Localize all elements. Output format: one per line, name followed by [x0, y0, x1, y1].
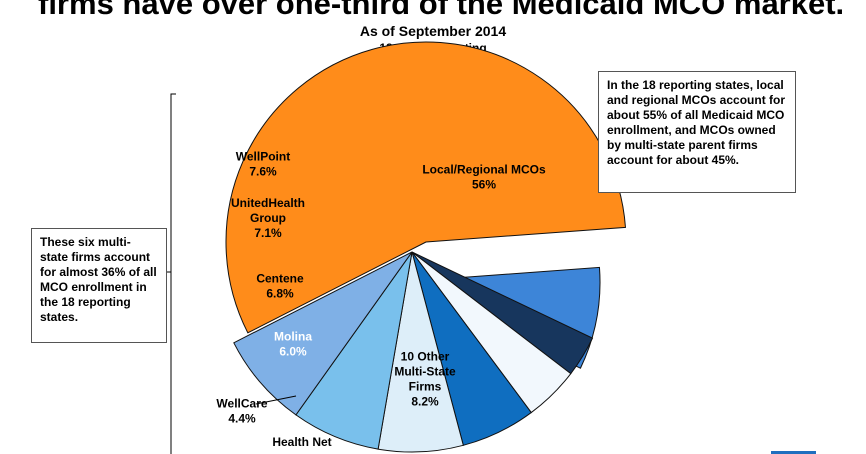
slice-label-local-regional-mcos: Local/Regional MCOs 56% [422, 163, 546, 192]
slice-label-molina: Molina 6.0% [274, 330, 312, 359]
note-right: In the 18 reporting states, local and re… [598, 71, 796, 193]
slice-label-unitedhealth-group: UnitedHealth Group 7.1% [231, 196, 305, 240]
slice-label-wellcare: WellCare 4.4% [216, 397, 267, 426]
corner-accent [771, 451, 816, 454]
pie-slices [225, 41, 627, 453]
pie-slice-wellpoint [233, 251, 413, 416]
chart-title: As of September 2014 [359, 23, 507, 39]
headline: firms have over one-third of the Medicai… [38, 0, 845, 21]
pie-slice-local-regional-mcos [225, 41, 627, 334]
bracket [167, 93, 176, 454]
slice-label-centene: Centene 6.8% [256, 272, 304, 301]
wellcare-leader [255, 395, 297, 405]
slice-label-health-net: Health Net [272, 435, 331, 449]
slice-label-wellpoint: WellPoint 7.6% [236, 150, 290, 179]
note-left: These six multi-state firms account for … [31, 228, 167, 343]
slice-label-10-other-multi-state-firms: 10 Other Multi-State Firms 8.2% [394, 350, 456, 409]
pie-labels: Local/Regional MCOs 56% 10 Other Multi-Stat… [216, 150, 546, 450]
